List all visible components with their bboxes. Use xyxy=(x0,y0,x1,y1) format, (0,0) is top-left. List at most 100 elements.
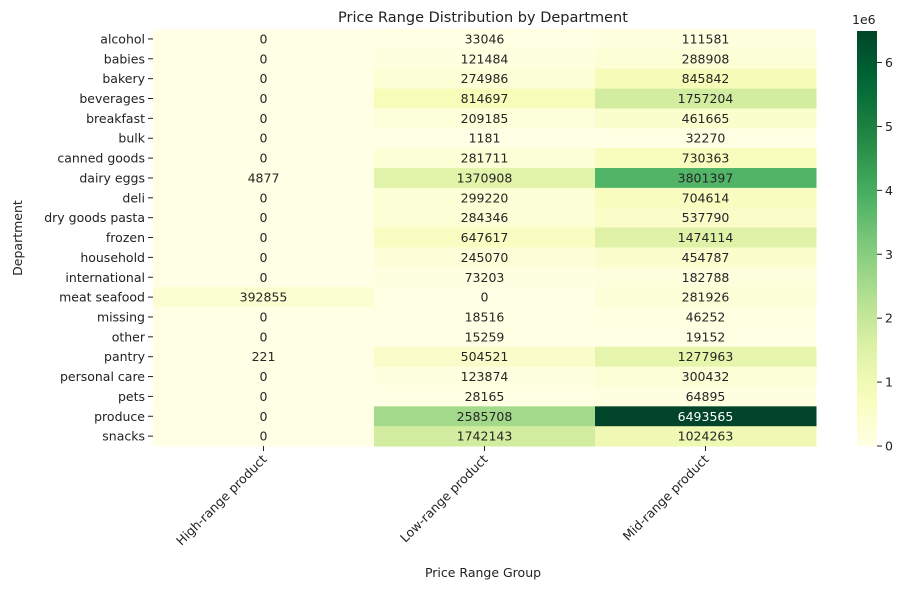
heatmap-cell xyxy=(374,307,596,328)
heatmap-cell xyxy=(153,128,375,149)
heatmap-cell xyxy=(374,366,596,387)
heatmap-cells: 0 33046 111581 0 121484 288908 0 274986 845842 0 8… xyxy=(153,29,817,447)
y-tick-label: pets xyxy=(118,389,145,404)
heatmap-cell xyxy=(374,426,596,447)
heatmap-cell xyxy=(374,128,596,149)
x-tick-labels: High-range product Low-range product Mid-r… xyxy=(173,446,712,548)
cell-value-label: 0 xyxy=(260,389,268,404)
y-tick-label: bulk xyxy=(118,131,145,146)
cell-value-label: 1024263 xyxy=(678,429,734,444)
heatmap-cell xyxy=(595,48,817,70)
heatmap-cell xyxy=(374,29,596,50)
heatmap-cell xyxy=(153,168,375,189)
y-tick-label: dairy eggs xyxy=(79,170,145,185)
colorbar-multiplier: 1e6 xyxy=(852,12,876,27)
cell-value-label: 221 xyxy=(252,349,276,364)
heatmap-cell xyxy=(153,68,375,90)
heatmap-cell xyxy=(595,148,817,169)
heatmap-cell xyxy=(374,267,596,288)
cell-value-label: 0 xyxy=(260,210,268,225)
cell-value-label: 845842 xyxy=(682,71,730,86)
y-tick-label: meat seafood xyxy=(59,290,145,305)
heatmap-cell xyxy=(153,148,375,169)
y-tick-label: other xyxy=(112,329,146,344)
heatmap-cell xyxy=(153,247,375,268)
heatmap-cell xyxy=(595,187,817,209)
heatmap-cell xyxy=(595,426,817,447)
heatmap-cell xyxy=(153,366,375,387)
y-tick-label: pantry xyxy=(104,349,146,364)
cell-value-label: 73203 xyxy=(465,270,505,285)
cell-value-label: 28165 xyxy=(465,389,505,404)
cell-value-label: 0 xyxy=(260,31,268,46)
cell-value-label: 0 xyxy=(260,151,268,166)
heatmap-cell xyxy=(153,267,375,288)
heatmap-cell xyxy=(153,386,375,407)
heatmap-cell xyxy=(595,227,817,248)
heatmap-cell xyxy=(374,148,596,169)
cell-value-label: 0 xyxy=(260,190,268,205)
cell-value-label: 121484 xyxy=(461,51,509,66)
cell-value-label: 0 xyxy=(260,51,268,66)
y-tick-label: babies xyxy=(104,51,145,66)
colorbar-tick-label: 1 xyxy=(885,375,893,390)
heatmap-cell xyxy=(153,207,375,229)
heatmap-cell xyxy=(153,287,375,308)
cell-value-label: 1474114 xyxy=(678,230,734,245)
cell-value-label: 0 xyxy=(260,230,268,245)
heatmap-cell xyxy=(153,88,375,109)
cell-value-label: 19152 xyxy=(686,329,726,344)
cell-value-label: 0 xyxy=(260,250,268,265)
cell-value-label: 18516 xyxy=(465,309,505,324)
heatmap-cell xyxy=(374,48,596,70)
cell-value-label: 392855 xyxy=(240,290,288,305)
x-tick-label: High-range product xyxy=(173,452,270,549)
y-tick-labels: alcohol babies bakery beverages breakfast bul… xyxy=(44,31,153,444)
y-tick-label: bakery xyxy=(102,71,145,86)
heatmap-cell xyxy=(595,29,817,50)
cell-value-label: 4877 xyxy=(248,170,280,185)
cell-value-label: 0 xyxy=(260,369,268,384)
y-tick-label: missing xyxy=(97,309,145,324)
heatmap-cell xyxy=(595,386,817,407)
heatmap-cell xyxy=(374,187,596,209)
cell-value-label: 1277963 xyxy=(678,349,734,364)
y-tick-label: international xyxy=(65,270,145,285)
y-tick-label: beverages xyxy=(79,91,145,106)
cell-value-label: 300432 xyxy=(682,369,730,384)
heatmap-cell xyxy=(153,346,375,368)
cell-value-label: 2585708 xyxy=(457,409,513,424)
cell-value-label: 1742143 xyxy=(457,429,513,444)
y-tick-label: produce xyxy=(94,409,145,424)
heatmap-cell xyxy=(595,108,817,129)
cell-value-label: 461665 xyxy=(682,111,730,126)
heatmap-cell xyxy=(374,247,596,268)
heatmap-cell xyxy=(374,168,596,189)
cell-value-label: 281926 xyxy=(682,290,730,305)
heatmap-cell xyxy=(374,406,596,427)
heatmap-cell xyxy=(153,187,375,209)
cell-value-label: 504521 xyxy=(461,349,509,364)
heatmap-cell xyxy=(153,326,375,348)
heatmap-cell xyxy=(595,346,817,368)
heatmap-cell xyxy=(595,247,817,268)
y-axis-label: Department xyxy=(10,200,25,276)
heatmap-cell xyxy=(153,227,375,248)
colorbar-ticks: 0 1 2 3 4 5 6 xyxy=(877,55,893,454)
cell-value-label: 454787 xyxy=(682,250,730,265)
heatmap-cell xyxy=(153,48,375,70)
y-tick-label: deli xyxy=(122,190,145,205)
chart-title: Price Range Distribution by Department xyxy=(338,10,628,26)
cell-value-label: 1181 xyxy=(469,131,501,146)
heatmap-cell xyxy=(595,128,817,149)
heatmap-cell xyxy=(153,108,375,129)
colorbar-tick-label: 3 xyxy=(885,247,893,262)
cell-value-label: 209185 xyxy=(461,111,509,126)
colorbar-tick-label: 5 xyxy=(885,119,893,134)
heatmap-cell xyxy=(374,68,596,90)
heatmap-cell xyxy=(595,287,817,308)
cell-value-label: 0 xyxy=(260,270,268,285)
x-tick-label: Mid-range product xyxy=(620,452,712,544)
cell-value-label: 0 xyxy=(260,71,268,86)
cell-value-label: 245070 xyxy=(461,250,509,265)
